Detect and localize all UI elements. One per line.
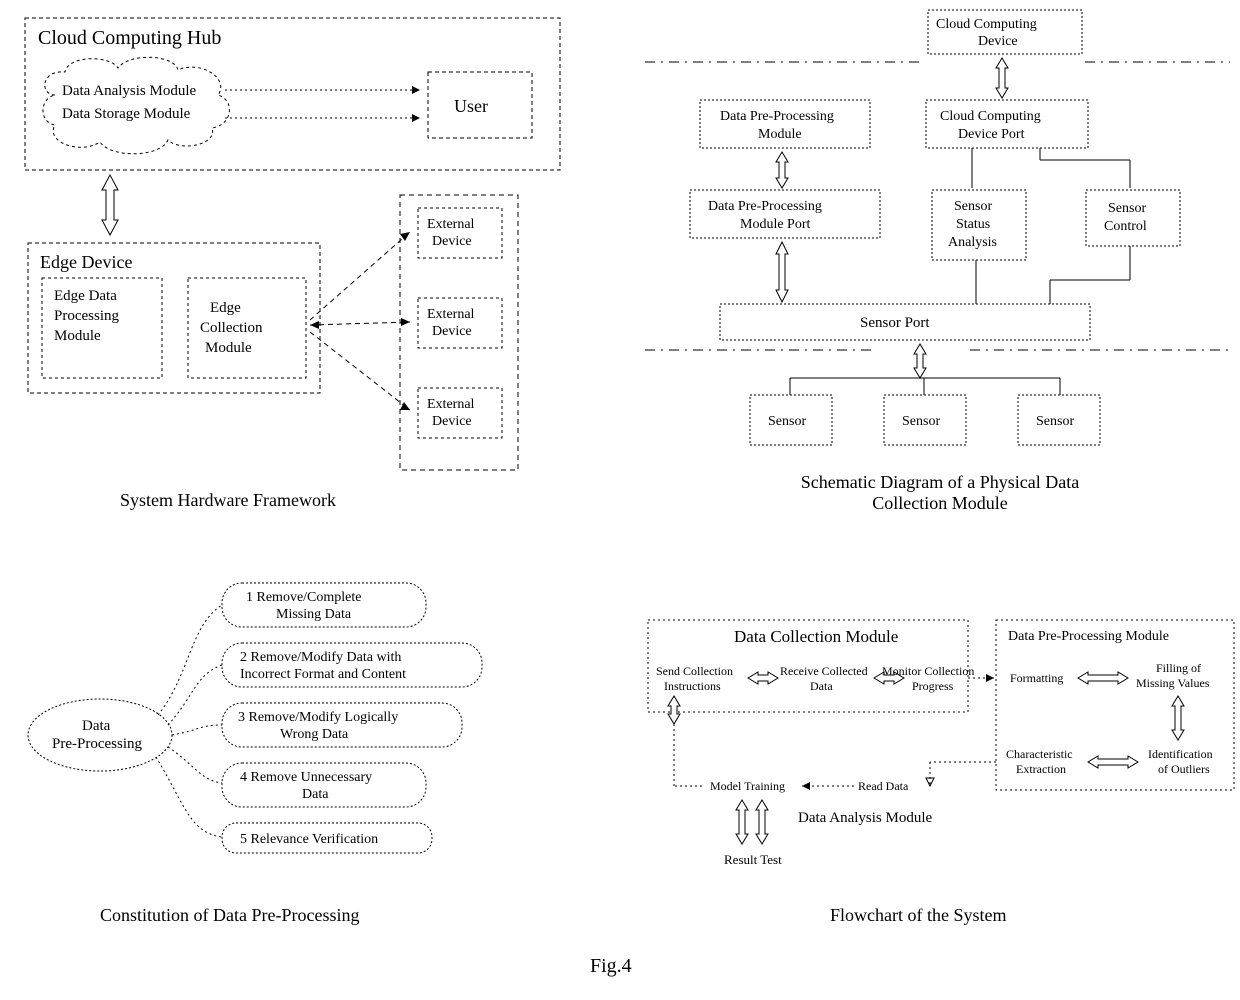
- vertical-double-arrow-icon: [914, 344, 926, 378]
- preproc-item: 5 Relevance Verification: [222, 823, 432, 853]
- double-arrow-icon: [1078, 672, 1128, 684]
- external-device-box: ExternalDevice: [418, 388, 502, 438]
- external-device-box: ExternalDevice: [418, 298, 502, 348]
- analysis-step: Read Data: [858, 779, 909, 793]
- edge-collection-label: Edge Collection Module: [200, 300, 266, 356]
- sensor-label: Sensor: [768, 414, 806, 429]
- data-storage-module-label: Data Storage Module: [62, 106, 191, 122]
- svg-text:2 Remove/Modify Data withIncor: 2 Remove/Modify Data withIncorrect Forma…: [240, 650, 406, 682]
- svg-text:3 Remove/Modify LogicallyWrong: 3 Remove/Modify LogicallyWrong Data: [238, 710, 398, 742]
- cloud-device-label: Cloud ComputingDevice: [936, 17, 1037, 49]
- preproc-step: CharacteristicExtraction: [1006, 747, 1073, 776]
- collection-step: Receive CollectedData: [780, 664, 868, 693]
- double-arrow-icon: [736, 800, 748, 844]
- svg-text:ExternalDevice: ExternalDevice: [427, 217, 475, 249]
- preproc-step: Filling ofMissing Values: [1136, 661, 1210, 690]
- svg-text:ExternalDevice: ExternalDevice: [427, 397, 475, 429]
- analysis-step: Result Test: [724, 852, 782, 867]
- analysis-step: Model Training: [710, 779, 785, 793]
- data-analysis-module-label: Data Analysis Module: [62, 83, 196, 99]
- preproc-item: 3 Remove/Modify LogicallyWrong Data: [222, 703, 462, 747]
- panel-system-hardware: Cloud Computing Hub Data Analysis Module…: [0, 0, 620, 490]
- edge-data-processing-label: Edge Data Processing Module: [54, 288, 123, 344]
- sensor-label: Sensor: [902, 414, 940, 429]
- double-arrow-icon: [1172, 696, 1184, 740]
- sensor-status-label: SensorStatusAnalysis: [948, 199, 997, 250]
- vertical-double-arrow-icon: [776, 242, 788, 302]
- double-arrow-icon: [748, 672, 778, 684]
- external-device-box: ExternalDevice: [418, 208, 502, 258]
- collection-module-title: Data Collection Module: [734, 627, 898, 646]
- preproc-module-label: Data Pre-ProcessingModule: [720, 109, 834, 142]
- sensor-label: Sensor: [1036, 414, 1074, 429]
- preproc-step: Identificationof Outliers: [1148, 747, 1213, 776]
- caption-preprocessing: Constitution of Data Pre-Processing: [100, 905, 359, 926]
- edge-device-title: Edge Device: [40, 252, 132, 272]
- svg-text:5 Relevance Verification: 5 Relevance Verification: [240, 832, 378, 847]
- caption-flowchart: Flowchart of the System: [830, 905, 1006, 926]
- panel-schematic: Cloud ComputingDevice Data Pre-Processin…: [640, 0, 1240, 500]
- preproc-item: 2 Remove/Modify Data withIncorrect Forma…: [222, 643, 482, 687]
- svg-text:ExternalDevice: ExternalDevice: [427, 307, 475, 339]
- double-arrow-icon: [668, 696, 680, 724]
- caption-schematic: Schematic Diagram of a Physical Data Col…: [770, 472, 1110, 514]
- preproc-port-label: Data Pre-ProcessingModule Port: [708, 199, 822, 232]
- vertical-double-arrow-icon: [776, 152, 788, 188]
- analysis-module-title: Data Analysis Module: [798, 810, 932, 826]
- preprocessing-center-label: DataPre-Processing: [52, 718, 142, 752]
- collection-step: Send CollectionInstructions: [656, 664, 733, 693]
- caption-system-hardware: System Hardware Framework: [120, 490, 336, 511]
- vertical-double-arrow-icon: [996, 58, 1008, 98]
- preproc-module-title: Data Pre-Processing Module: [1008, 629, 1169, 644]
- figure: Cloud Computing Hub Data Analysis Module…: [0, 0, 1240, 1000]
- sensor-control-label: SensorControl: [1104, 201, 1147, 234]
- double-arrow-icon: [1088, 756, 1138, 768]
- figure-label: Fig.4: [590, 955, 632, 978]
- bidirectional-arrow-icon: [102, 175, 118, 235]
- panel-preprocessing: DataPre-Processing 1 Remove/CompleteMiss…: [0, 555, 620, 935]
- double-arrow-icon: [756, 800, 768, 844]
- user-label: User: [454, 96, 488, 116]
- preproc-step: Formatting: [1010, 671, 1063, 685]
- svg-text:1 Remove/CompleteMissing Data: 1 Remove/CompleteMissing Data: [246, 590, 361, 622]
- preproc-item: 1 Remove/CompleteMissing Data: [222, 583, 426, 627]
- svg-text:4 Remove UnnecessaryData: 4 Remove UnnecessaryData: [240, 770, 372, 802]
- sensor-port-label: Sensor Port: [860, 315, 930, 331]
- preproc-item: 4 Remove UnnecessaryData: [222, 763, 426, 807]
- cloud-hub-title: Cloud Computing Hub: [38, 27, 221, 49]
- cloud-port-label: Cloud ComputingDevice Port: [940, 109, 1041, 142]
